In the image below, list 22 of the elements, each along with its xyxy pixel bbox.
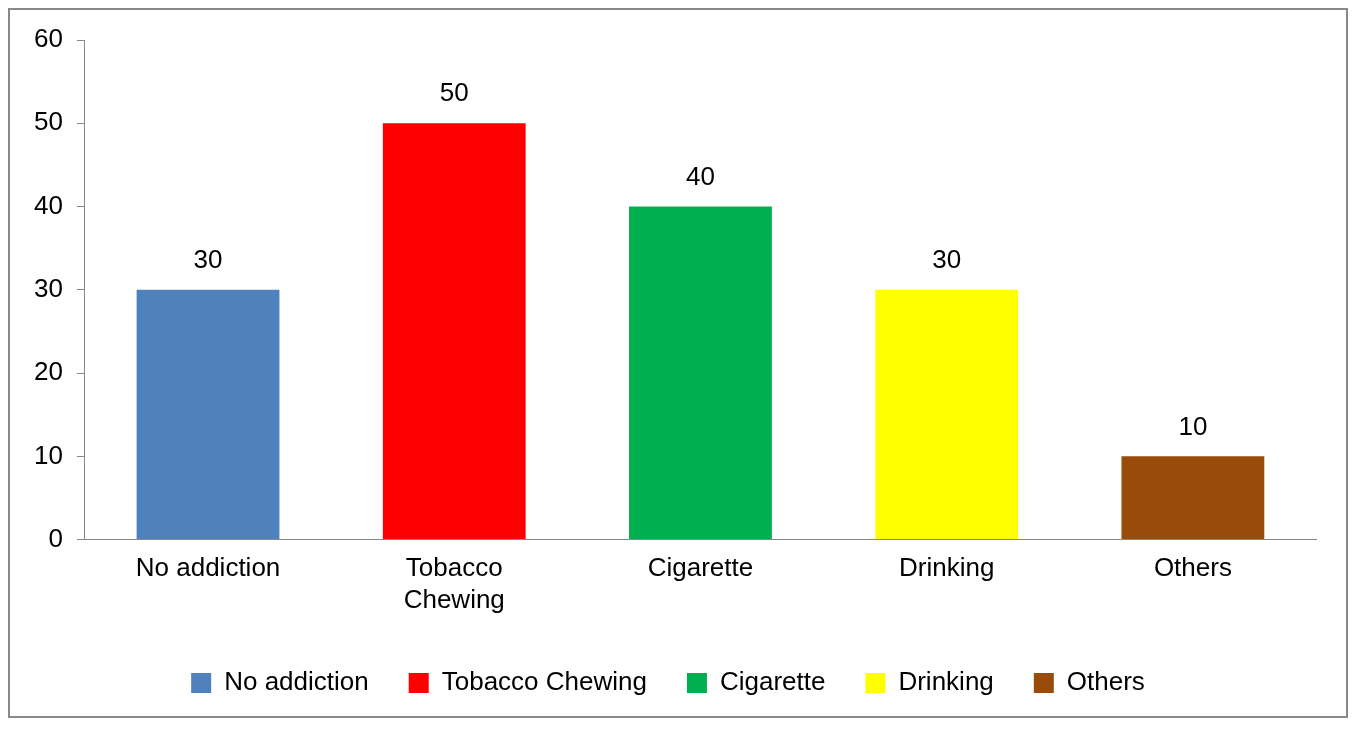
- x-tick-label: Others: [1153, 552, 1232, 583]
- y-tick-label: 40: [34, 189, 63, 220]
- y-tick-label: 20: [34, 356, 63, 387]
- y-tick-label: 60: [34, 23, 63, 54]
- data-label: 30: [932, 243, 962, 274]
- data-label: 10: [1178, 410, 1208, 441]
- x-tick-label: Drinking: [898, 552, 995, 583]
- data-label: 30: [193, 243, 223, 274]
- y-tick-label: 30: [34, 272, 63, 303]
- x-tick-label: Tobacco Chewing: [403, 552, 505, 614]
- legend-label: Others: [1066, 666, 1145, 697]
- legend-label: No addiction: [224, 666, 369, 697]
- x-tick-label: No addiction: [135, 552, 281, 583]
- legend-label: Drinking: [898, 666, 994, 697]
- data-label: 40: [686, 160, 715, 191]
- y-tick-label: 10: [34, 439, 63, 470]
- legend-label: Tobacco Chewing: [441, 666, 647, 697]
- y-tick-label: 50: [34, 106, 63, 137]
- x-tick-label: Cigarette: [647, 552, 754, 583]
- legend-label: Cigarette: [719, 666, 826, 697]
- y-tick-label: 0: [48, 522, 63, 553]
- data-label: 50: [439, 77, 469, 108]
